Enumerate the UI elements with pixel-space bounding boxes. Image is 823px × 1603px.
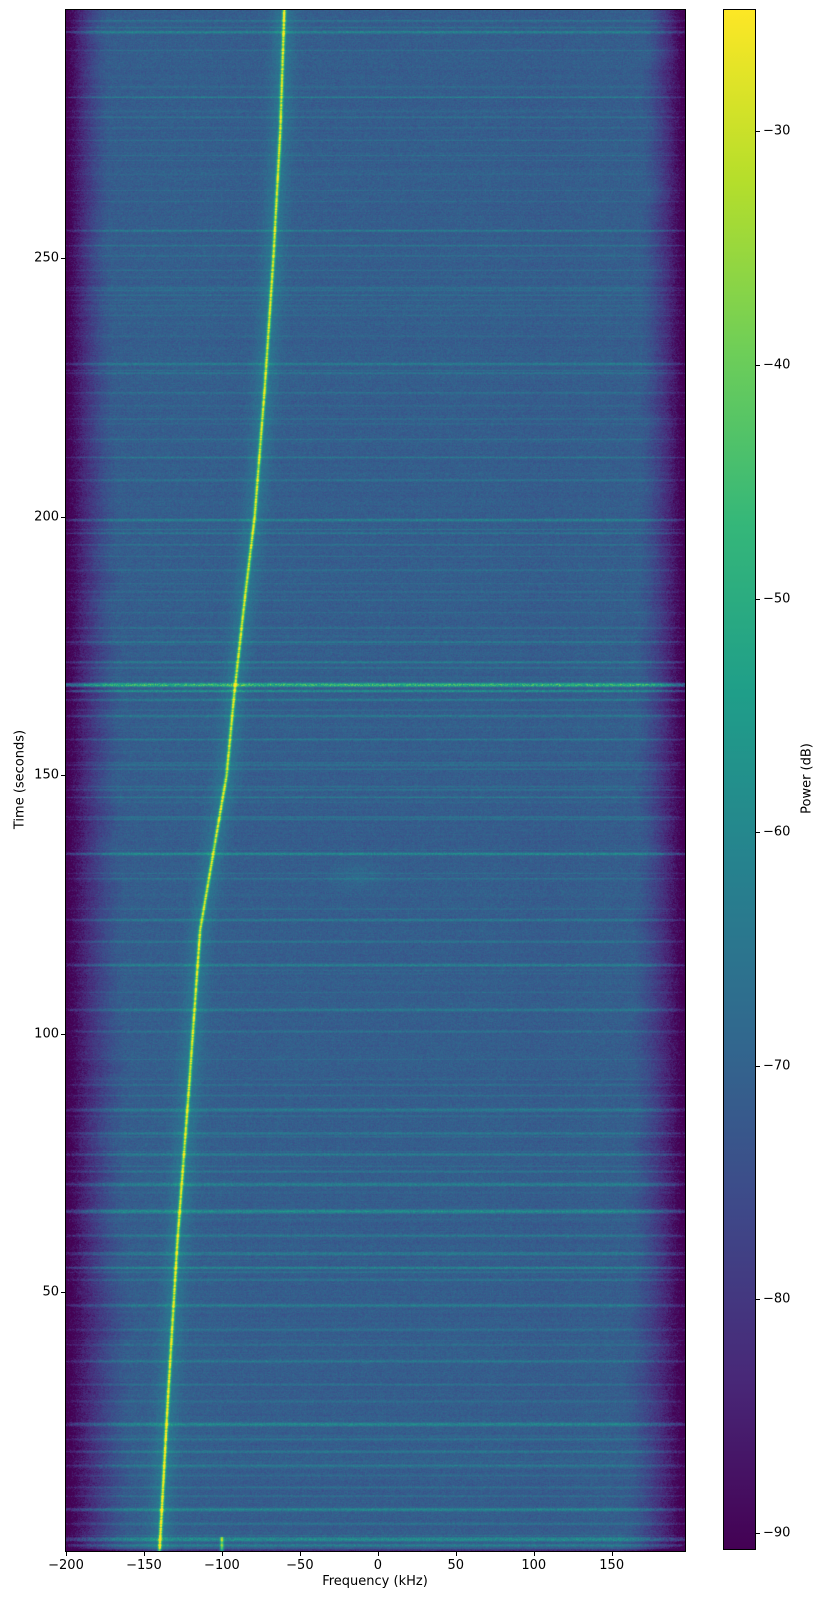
spectrogram-heatmap (66, 10, 685, 1551)
x-tick-label: −200 (48, 1558, 84, 1573)
colorbar-gradient (724, 10, 755, 1549)
colorbar-tick-label: −50 (763, 591, 791, 606)
colorbar-tick-label: −70 (763, 1058, 791, 1074)
y-tick-label: 150 (34, 767, 59, 783)
x-tick-mark (455, 1552, 457, 1556)
y-tick-mark (61, 258, 65, 260)
colorbar-tick-label: −80 (763, 1291, 791, 1307)
y-tick-label: 250 (34, 250, 59, 266)
y-tick-mark (61, 1292, 65, 1294)
x-tick-mark (221, 1552, 223, 1556)
x-tick-label: −50 (286, 1558, 314, 1573)
y-tick-mark (61, 516, 65, 518)
colorbar-label: Power (dB) (799, 743, 815, 814)
y-tick-mark (61, 775, 65, 777)
x-tick-mark (377, 1552, 379, 1556)
x-tick-mark (533, 1552, 535, 1556)
y-tick-label: 100 (34, 1026, 59, 1042)
x-tick-label: −150 (126, 1558, 162, 1573)
colorbar-tick-label: −60 (763, 824, 791, 840)
x-tick-label: 100 (521, 1558, 547, 1573)
x-tick-mark (299, 1552, 301, 1556)
colorbar-tick-label: −90 (763, 1525, 791, 1541)
colorbar (723, 9, 756, 1550)
colorbar-tick-mark (756, 131, 760, 133)
colorbar-tick-mark (756, 364, 760, 366)
y-axis-label: Time (seconds) (12, 729, 28, 830)
colorbar-tick-label: −30 (763, 123, 791, 139)
colorbar-tick-mark (756, 832, 760, 834)
x-tick-label: −100 (204, 1558, 240, 1573)
colorbar-tick-mark (756, 1532, 760, 1534)
y-tick-label: 200 (34, 509, 59, 525)
x-tick-mark (611, 1552, 613, 1556)
y-tick-label: 50 (42, 1284, 59, 1300)
colorbar-tick-mark (756, 1065, 760, 1067)
colorbar-tick-label: −40 (763, 357, 791, 373)
y-tick-mark (61, 1033, 65, 1035)
x-tick-label: 0 (373, 1558, 382, 1573)
plot-area (65, 9, 686, 1552)
x-tick-mark (143, 1552, 145, 1556)
x-tick-label: 50 (447, 1558, 465, 1573)
colorbar-tick-mark (756, 1299, 760, 1301)
x-tick-mark (66, 1552, 67, 1556)
colorbar-tick-mark (756, 598, 760, 600)
x-tick-label: 150 (599, 1558, 625, 1573)
x-axis-label: Frequency (kHz) (322, 1574, 428, 1589)
